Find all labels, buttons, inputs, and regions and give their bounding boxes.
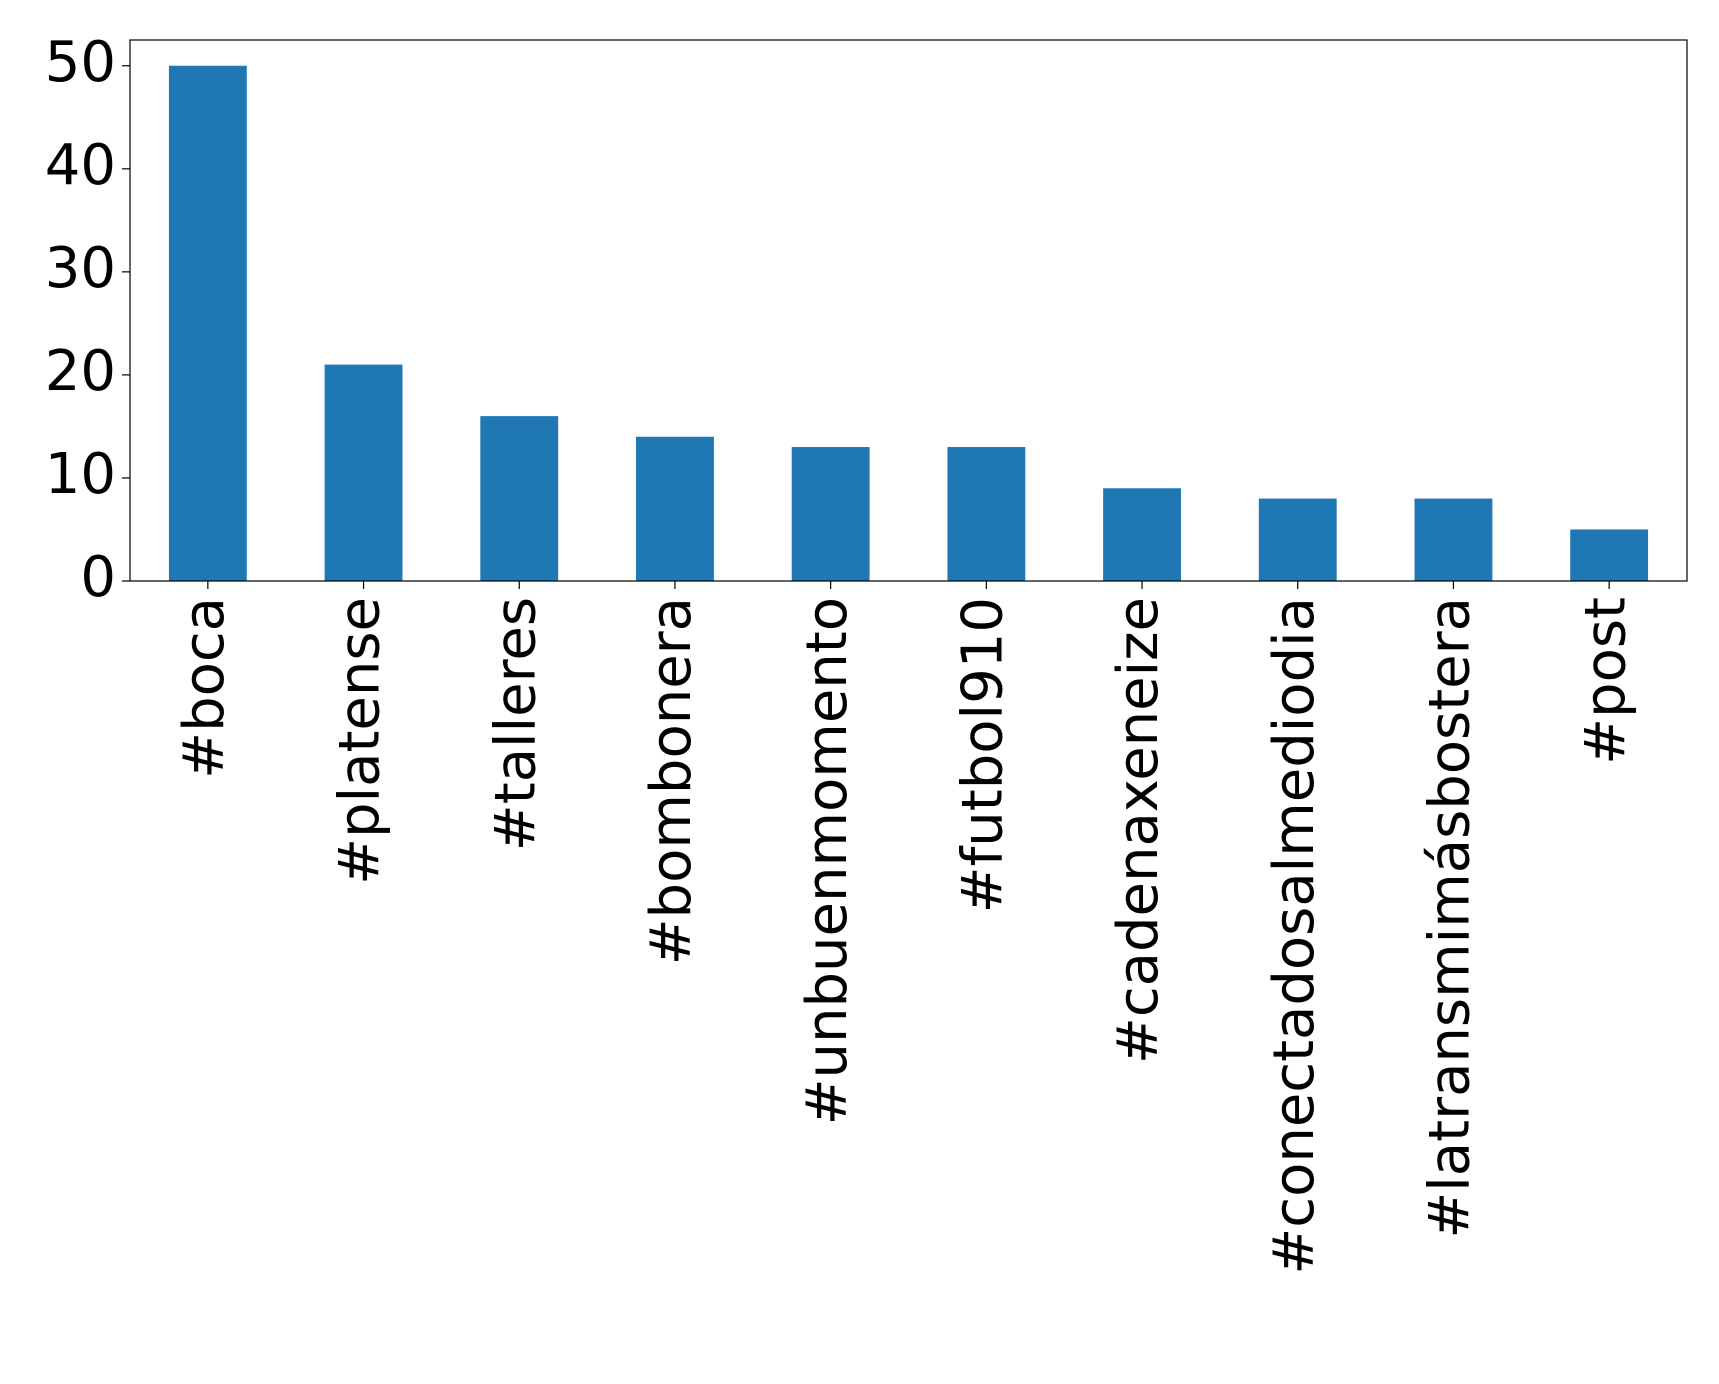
- bar: [324, 364, 403, 581]
- x-tick-label: #unbuenmomento: [795, 597, 860, 1125]
- x-tick-label: #post: [1573, 597, 1638, 765]
- y-tick-label: 30: [45, 236, 116, 301]
- x-tick-label: #latransmimásbostera: [1418, 597, 1483, 1239]
- bar: [480, 416, 559, 581]
- bar: [791, 447, 870, 581]
- bar: [168, 65, 247, 581]
- bar: [1570, 529, 1649, 581]
- y-tick-label: 10: [45, 442, 116, 507]
- bar: [636, 436, 714, 581]
- y-tick-label: 50: [45, 30, 116, 95]
- x-tick-label: #platense: [328, 597, 393, 885]
- x-tick-label: #talleres: [483, 597, 548, 851]
- plot-frame: [129, 39, 1688, 582]
- bar: [1103, 488, 1181, 581]
- bar: [1258, 498, 1337, 581]
- bar: [1414, 498, 1493, 581]
- x-tick-label: #boca: [172, 597, 237, 779]
- y-tick-label: 40: [45, 133, 116, 198]
- x-tick-label: #cadenaxeneize: [1106, 597, 1171, 1064]
- x-tick-label: #conectadosalmediodia: [1262, 597, 1327, 1275]
- bar: [947, 447, 1026, 581]
- x-tick-label: #bombonera: [639, 597, 704, 965]
- y-tick-label: 20: [45, 339, 116, 404]
- x-tick-label: #futbol910: [950, 597, 1015, 913]
- y-tick-label: 0: [80, 545, 116, 610]
